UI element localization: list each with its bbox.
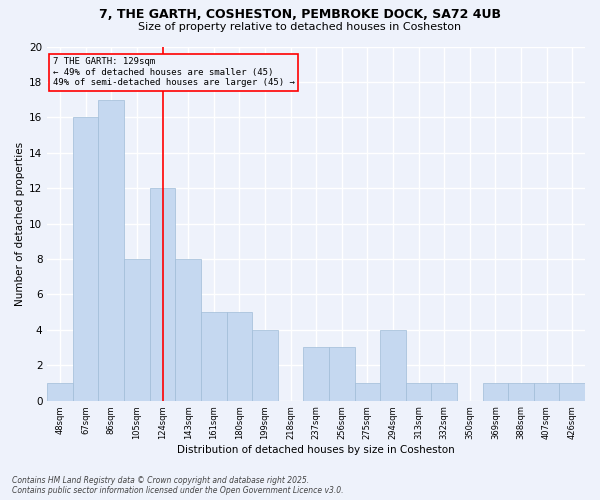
Bar: [431, 383, 457, 400]
Bar: [355, 383, 380, 400]
Bar: [201, 312, 227, 400]
Bar: [406, 383, 431, 400]
Bar: [534, 383, 559, 400]
Bar: [304, 348, 329, 401]
Bar: [482, 383, 508, 400]
Bar: [98, 100, 124, 401]
Bar: [559, 383, 585, 400]
Bar: [175, 259, 201, 400]
Bar: [380, 330, 406, 400]
X-axis label: Distribution of detached houses by size in Cosheston: Distribution of detached houses by size …: [177, 445, 455, 455]
Text: Size of property relative to detached houses in Cosheston: Size of property relative to detached ho…: [139, 22, 461, 32]
Y-axis label: Number of detached properties: Number of detached properties: [15, 142, 25, 306]
Bar: [73, 118, 98, 401]
Bar: [47, 383, 73, 400]
Bar: [329, 348, 355, 401]
Text: 7, THE GARTH, COSHESTON, PEMBROKE DOCK, SA72 4UB: 7, THE GARTH, COSHESTON, PEMBROKE DOCK, …: [99, 8, 501, 20]
Text: Contains HM Land Registry data © Crown copyright and database right 2025.
Contai: Contains HM Land Registry data © Crown c…: [12, 476, 343, 495]
Text: 7 THE GARTH: 129sqm
← 49% of detached houses are smaller (45)
49% of semi-detach: 7 THE GARTH: 129sqm ← 49% of detached ho…: [53, 57, 295, 87]
Bar: [150, 188, 175, 400]
Bar: [252, 330, 278, 400]
Bar: [124, 259, 150, 400]
Bar: [508, 383, 534, 400]
Bar: [227, 312, 252, 400]
